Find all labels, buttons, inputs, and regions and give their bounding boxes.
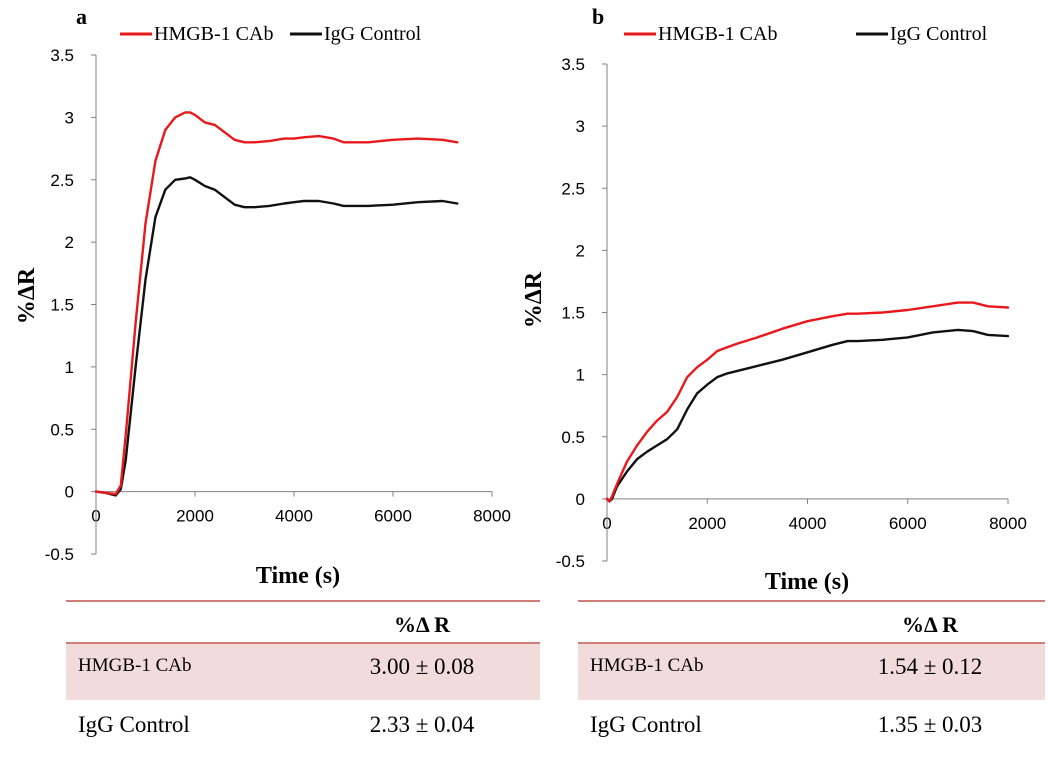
x-tick-label-a-3: 6000 [374, 507, 412, 526]
y-tick-label-b-0: -0.5 [556, 552, 585, 571]
y-axis-label-a: %ΔR [14, 267, 40, 324]
series-line-igg-a [94, 176, 459, 497]
y-tick-label-b-8: 3.5 [561, 55, 585, 74]
table-row-highlight-a [66, 644, 540, 700]
y-tick-label-a-4: 1.5 [50, 296, 74, 315]
panel-letter-a: a [76, 4, 87, 29]
legend-label-igg: IgG Control [890, 23, 988, 45]
panel-a: a HMGB-1 CAb IgG Control -0.5 0 0.5 1 1.5 2 2.… [14, 4, 540, 737]
y-tick-label-b-2: 0.5 [561, 428, 585, 447]
y-tick-label-b-1: 0 [576, 490, 585, 509]
y-tick-label-a-1: 0 [65, 483, 74, 502]
y-tick-label-b-4: 1.5 [561, 304, 585, 323]
y-tick-label-a-6: 2.5 [50, 171, 74, 190]
y-axis-ticks-b: -0.5 0 0.5 1 1.5 2 2.5 3 3.5 [556, 55, 607, 571]
plot-area-b: -0.5 0 0.5 1 1.5 2 2.5 3 3.5 0 2000 4000 6000 8000 [556, 55, 1027, 571]
table-row-highlight-b [578, 644, 1045, 700]
legend-label-hmgb1: HMGB-1 CAb [658, 23, 777, 45]
y-tick-label-b-7: 3 [576, 117, 585, 136]
plot-area-a: -0.5 0 0.5 1 1.5 2 2.5 3 3.5 0 2000 4000 6000 8000 [45, 46, 511, 564]
x-axis-label-a: Time (s) [256, 563, 340, 589]
table-row-label-igg-b: IgG Control [590, 712, 702, 737]
table-row-label-igg-a: IgG Control [78, 712, 190, 737]
legend-a: HMGB-1 CAb IgG Control [120, 23, 422, 45]
y-tick-label-b-3: 1 [576, 366, 585, 385]
y-tick-label-a-2: 0.5 [50, 420, 74, 439]
x-tick-label-a-2: 4000 [275, 507, 313, 526]
x-axis-ticks-b: 0 2000 4000 6000 8000 [602, 498, 1027, 533]
y-tick-label-b-6: 2.5 [561, 179, 585, 198]
y-tick-label-a-3: 1 [65, 358, 74, 377]
table-header-a: %Δ R [394, 612, 451, 637]
legend-label-igg: IgG Control [324, 23, 422, 45]
panel-letter-b: b [592, 4, 604, 29]
y-tick-label-a-7: 3 [65, 108, 74, 127]
y-tick-label-b-5: 2 [576, 241, 585, 260]
y-axis-label-b: %ΔR [521, 271, 547, 328]
series-line-hmgb1-a [94, 111, 459, 496]
x-tick-label-b-2: 4000 [789, 514, 827, 533]
table-row-label-hmgb1-a: HMGB-1 CAb [78, 655, 191, 676]
table-header-b: %Δ R [902, 612, 959, 637]
x-tick-label-b-4: 8000 [989, 514, 1027, 533]
series-group-b [605, 301, 1010, 503]
y-tick-label-a-8: 3.5 [50, 46, 74, 65]
x-axis-ticks-a: 0 2000 4000 6000 8000 [91, 491, 511, 526]
legend-label-hmgb1: HMGB-1 CAb [154, 23, 273, 45]
x-tick-label-a-4: 8000 [473, 507, 511, 526]
y-tick-label-a-0: -0.5 [45, 545, 74, 564]
table-row-value-hmgb1-a: 3.00 ± 0.08 [370, 654, 475, 679]
panel-b: b HMGB-1 CAb IgG Control -0.5 0 0.5 1 1.5 2 2.… [521, 4, 1045, 737]
results-table-b: %Δ R HMGB-1 CAb 1.54 ± 0.12 IgG Control … [578, 600, 1045, 737]
x-tick-label-b-3: 6000 [889, 514, 927, 533]
y-tick-label-a-5: 2 [65, 233, 74, 252]
series-line-igg-b [605, 328, 1010, 503]
legend-b: HMGB-1 CAb IgG Control [624, 23, 988, 45]
x-tick-label-b-1: 2000 [688, 514, 726, 533]
table-row-value-igg-b: 1.35 ± 0.03 [878, 712, 983, 737]
series-group-a [94, 111, 459, 497]
table-row-value-igg-a: 2.33 ± 0.04 [370, 712, 475, 737]
results-table-a: %Δ R HMGB-1 CAb 3.00 ± 0.08 IgG Control … [66, 600, 540, 737]
x-tick-label-a-1: 2000 [176, 507, 214, 526]
x-axis-label-b: Time (s) [765, 569, 849, 595]
y-axis-ticks-a: -0.5 0 0.5 1 1.5 2 2.5 3 3.5 [45, 46, 96, 564]
series-line-hmgb1-b [605, 301, 1010, 503]
table-row-value-hmgb1-b: 1.54 ± 0.12 [878, 654, 983, 679]
table-row-label-hmgb1-b: HMGB-1 CAb [590, 655, 703, 676]
